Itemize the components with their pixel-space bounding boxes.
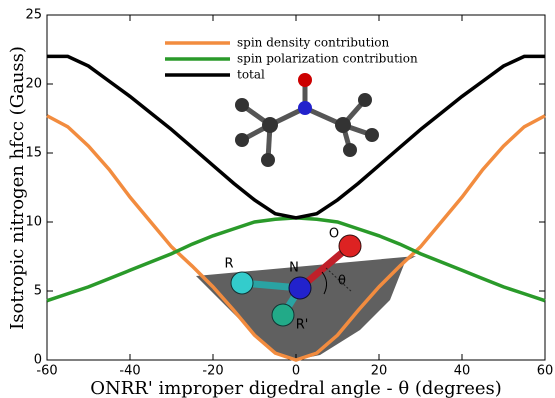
atom bbox=[365, 128, 379, 142]
atom bbox=[289, 277, 311, 299]
annotation: O bbox=[329, 227, 339, 242]
atom bbox=[262, 117, 278, 133]
annotation: R bbox=[224, 257, 233, 272]
x-axis-label: ONRR' improper digedral angle - θ (degre… bbox=[90, 378, 502, 398]
y-tick-label: 5 bbox=[34, 284, 42, 299]
y-tick-label: 15 bbox=[25, 146, 42, 161]
x-tick-label: 60 bbox=[537, 364, 554, 379]
chart: ONRR' improper digedral angle - θ (degre… bbox=[0, 0, 555, 398]
y-tick-label: 10 bbox=[25, 215, 42, 230]
legend-label: spin polarization contribution bbox=[237, 52, 418, 66]
x-tick-label: -20 bbox=[202, 364, 223, 379]
shaded-region bbox=[196, 256, 416, 360]
y-tick-label: 20 bbox=[25, 77, 42, 92]
annotation: N bbox=[289, 261, 299, 276]
atom bbox=[298, 101, 312, 115]
x-tick-label: 0 bbox=[292, 364, 300, 379]
atom bbox=[298, 73, 312, 87]
x-tick-label: 20 bbox=[371, 364, 388, 379]
y-tick-label: 25 bbox=[25, 8, 42, 23]
x-tick-label: -40 bbox=[119, 364, 140, 379]
atom bbox=[343, 143, 357, 157]
atom bbox=[235, 133, 249, 147]
atom bbox=[339, 235, 361, 257]
x-tick-label: -60 bbox=[36, 364, 57, 379]
legend-label: total bbox=[237, 68, 265, 82]
atom bbox=[231, 272, 253, 294]
atom bbox=[235, 98, 249, 112]
series-line bbox=[47, 56, 545, 217]
atom bbox=[261, 153, 275, 167]
atom bbox=[358, 93, 372, 107]
x-tick-label: 40 bbox=[454, 364, 471, 379]
legend-label: spin density contribution bbox=[237, 36, 390, 50]
annotation: R' bbox=[296, 318, 309, 333]
atom bbox=[272, 304, 294, 326]
annotation: θ bbox=[338, 274, 346, 289]
atom bbox=[335, 117, 351, 133]
